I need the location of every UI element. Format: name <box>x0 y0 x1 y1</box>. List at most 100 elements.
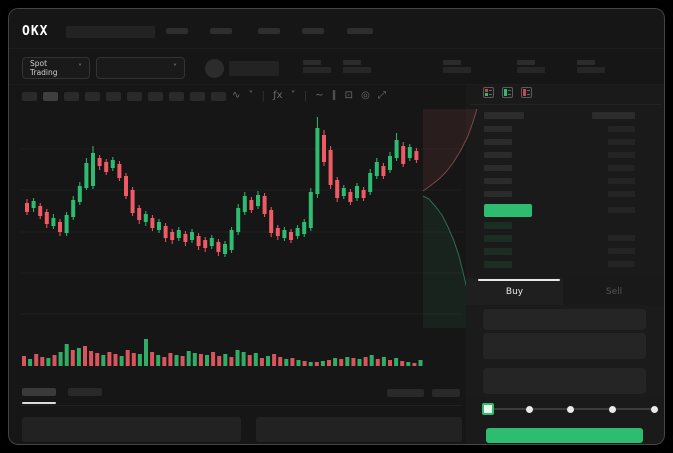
orderbook-ask-row[interactable] <box>484 126 512 132</box>
candle-body <box>348 192 353 202</box>
volume-bar <box>400 361 405 366</box>
toolbar-separator: | <box>303 89 308 102</box>
timeframe-chip[interactable] <box>127 92 142 101</box>
orderbook-ask-row[interactable] <box>484 152 512 158</box>
orderbook-amount-placeholder <box>608 165 635 171</box>
orderbook-bid-row[interactable] <box>484 222 512 229</box>
nav-item-placeholder[interactable] <box>258 28 280 34</box>
candle-body <box>91 153 95 186</box>
orderbook-mode-all-icon[interactable] <box>483 87 494 98</box>
orderbook-divider <box>470 104 661 105</box>
tab-sell-label: Sell <box>605 286 623 297</box>
timeframe-chip[interactable] <box>148 92 163 101</box>
market-type-selector[interactable]: Spot Trading ˅ <box>22 57 90 79</box>
line-tool-icon[interactable]: ~ <box>315 89 324 101</box>
volume-bar <box>357 359 362 366</box>
volume-bar <box>320 361 325 366</box>
buy-submit-button[interactable] <box>486 428 643 443</box>
orderbook-mode-asks-icon[interactable] <box>521 87 532 98</box>
orderbook-bid-row[interactable] <box>484 248 512 255</box>
candle-body <box>335 180 340 198</box>
pair-selector[interactable]: ˅ <box>96 57 185 79</box>
nav-item-placeholder[interactable] <box>347 28 373 34</box>
volume-bar <box>150 352 155 366</box>
orderbook-amount-placeholder <box>608 139 635 145</box>
orderbook-amount-placeholder <box>608 191 635 197</box>
chevron-down-icon: ˅ <box>78 63 82 72</box>
orderbook-ask-row[interactable] <box>484 178 512 184</box>
price-input[interactable] <box>483 309 646 330</box>
search-placeholder[interactable] <box>66 26 155 38</box>
volume-bar <box>284 359 289 366</box>
okx-logo[interactable]: OKX <box>22 24 49 39</box>
volume-bar <box>144 339 148 366</box>
pair-name-placeholder <box>229 61 279 76</box>
volume-bar <box>314 362 319 366</box>
nav-item-placeholder[interactable] <box>302 28 324 34</box>
candle-body <box>77 186 82 202</box>
timeframe-chip[interactable] <box>22 92 37 101</box>
timeframe-chip[interactable] <box>190 92 205 101</box>
indicators-icon[interactable]: ƒx <box>273 89 283 101</box>
chevron-down-icon[interactable]: ˅ <box>248 89 254 101</box>
volume-bar <box>333 358 338 366</box>
volume-bar <box>339 359 344 366</box>
chevron-down-icon[interactable]: ˅ <box>290 89 296 101</box>
camera-icon[interactable]: ⊡ <box>344 89 354 101</box>
candle-body <box>355 186 359 198</box>
candle-body <box>84 163 89 188</box>
volume-bar <box>418 360 423 366</box>
tab-buy[interactable]: Buy <box>466 278 563 305</box>
nav-item-placeholder[interactable] <box>166 28 188 34</box>
depth-bid-area <box>423 196 477 328</box>
toolbar-divider <box>8 84 665 85</box>
orderbook-ask-row[interactable] <box>484 191 512 197</box>
timeframe-chip[interactable] <box>43 92 58 101</box>
orderbook-price-header-placeholder <box>484 112 524 119</box>
tab-sell[interactable]: Sell <box>563 278 665 305</box>
bottom-tab-active-placeholder[interactable] <box>22 388 56 396</box>
slider-dot[interactable] <box>567 406 574 413</box>
timeframe-chip[interactable] <box>85 92 100 101</box>
volume-bar <box>34 354 39 366</box>
ticker-stat-value-placeholder <box>343 67 371 73</box>
compare-icon[interactable]: ∥ <box>331 89 337 101</box>
settings-icon[interactable]: ◎ <box>361 89 370 101</box>
timeframe-chip[interactable] <box>169 92 184 101</box>
candle-style-icon[interactable]: ∿ <box>232 89 241 101</box>
mark-line <box>489 94 492 95</box>
volume-bar <box>290 358 295 366</box>
orderbook-mode-bids-icon[interactable] <box>502 87 513 98</box>
volume-bar <box>235 350 240 366</box>
volume-bar <box>76 348 81 366</box>
orderbook-ask-row[interactable] <box>484 139 512 145</box>
slider-dot[interactable] <box>651 406 658 413</box>
timeframe-chip[interactable] <box>64 92 79 101</box>
last-price-bar[interactable] <box>484 204 532 217</box>
bottom-action-placeholder[interactable] <box>432 389 460 397</box>
volume-bar <box>58 352 63 366</box>
total-input[interactable] <box>483 368 646 394</box>
orderbook-bid-row[interactable] <box>484 261 512 268</box>
orderbook-bid-row[interactable] <box>484 235 512 242</box>
bottom-tab-placeholder[interactable] <box>68 388 102 396</box>
orderbook-amount-placeholder <box>608 152 635 158</box>
volume-bar <box>394 358 399 366</box>
volume-bar <box>119 356 124 366</box>
timeframe-chip[interactable] <box>211 92 226 101</box>
volume-bar <box>327 360 331 366</box>
amount-input[interactable] <box>483 333 646 359</box>
candle-body <box>196 236 201 246</box>
slider-handle[interactable] <box>482 403 494 415</box>
timeframe-chip[interactable] <box>106 92 121 101</box>
ticker-stat-label-placeholder <box>343 60 361 65</box>
slider-dot[interactable] <box>526 406 533 413</box>
orderbook-ask-row[interactable] <box>484 165 512 171</box>
candle-body <box>236 208 241 232</box>
nav-item-placeholder[interactable] <box>210 28 232 34</box>
fullscreen-icon[interactable]: ⤢ <box>377 89 386 101</box>
volume-bar <box>22 356 26 366</box>
volume-bar <box>253 353 258 366</box>
bottom-action-placeholder[interactable] <box>387 389 424 397</box>
slider-dot[interactable] <box>609 406 616 413</box>
